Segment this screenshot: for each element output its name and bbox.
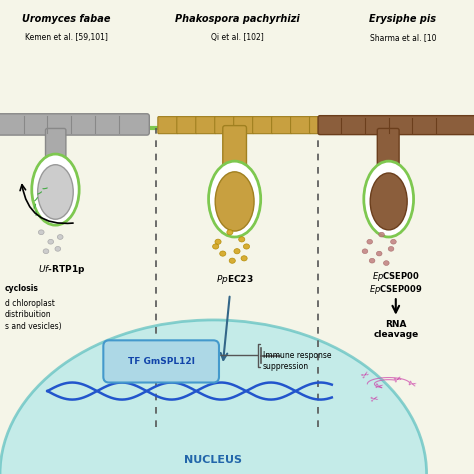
Text: $\it{Uf}$-RTP1p: $\it{Uf}$-RTP1p — [38, 263, 85, 276]
Text: Qi et al. [102]: Qi et al. [102] — [210, 33, 264, 42]
FancyBboxPatch shape — [215, 117, 235, 134]
Ellipse shape — [364, 161, 413, 237]
FancyBboxPatch shape — [328, 117, 348, 134]
Ellipse shape — [376, 251, 382, 256]
Ellipse shape — [220, 251, 226, 256]
Ellipse shape — [57, 235, 63, 239]
Ellipse shape — [32, 154, 79, 225]
Text: ✂: ✂ — [359, 368, 371, 381]
FancyBboxPatch shape — [196, 117, 216, 134]
Text: distribuition: distribuition — [5, 310, 51, 319]
Ellipse shape — [234, 248, 240, 254]
Text: ✂: ✂ — [374, 381, 384, 392]
Text: Sharma et al. [10: Sharma et al. [10 — [370, 33, 436, 42]
Text: Kemen et al. [59,101]: Kemen et al. [59,101] — [25, 33, 108, 42]
Ellipse shape — [362, 249, 368, 254]
Text: ✂: ✂ — [370, 392, 379, 404]
FancyBboxPatch shape — [272, 117, 292, 134]
Ellipse shape — [238, 237, 245, 242]
FancyBboxPatch shape — [291, 117, 310, 134]
Ellipse shape — [215, 239, 221, 245]
Ellipse shape — [370, 173, 407, 230]
Ellipse shape — [391, 239, 396, 244]
Text: s and vesicles): s and vesicles) — [5, 322, 61, 331]
Text: TF GmSPL12I: TF GmSPL12I — [128, 357, 195, 365]
FancyBboxPatch shape — [253, 117, 273, 134]
Ellipse shape — [383, 261, 389, 265]
Text: cyclosis: cyclosis — [5, 284, 38, 293]
Text: Uromyces fabae: Uromyces fabae — [22, 14, 110, 24]
Ellipse shape — [38, 230, 44, 235]
Ellipse shape — [244, 244, 250, 249]
Text: ✂: ✂ — [407, 378, 418, 390]
Text: $\it{Ep}$CSEP009: $\it{Ep}$CSEP009 — [369, 283, 422, 296]
Ellipse shape — [209, 161, 261, 237]
FancyBboxPatch shape — [223, 126, 246, 173]
Text: Phakospora pachyrhizi: Phakospora pachyrhizi — [174, 14, 300, 24]
Ellipse shape — [388, 246, 394, 251]
Text: NUCLEUS: NUCLEUS — [184, 455, 242, 465]
Ellipse shape — [38, 165, 73, 219]
FancyBboxPatch shape — [234, 117, 254, 134]
Text: $\it{Ep}$CSEP00: $\it{Ep}$CSEP00 — [372, 270, 419, 283]
Ellipse shape — [379, 232, 384, 237]
Ellipse shape — [215, 172, 254, 231]
FancyBboxPatch shape — [158, 117, 178, 134]
Ellipse shape — [43, 249, 49, 254]
Ellipse shape — [212, 244, 219, 249]
FancyBboxPatch shape — [318, 116, 474, 135]
FancyBboxPatch shape — [310, 117, 329, 134]
FancyBboxPatch shape — [377, 128, 399, 173]
Ellipse shape — [369, 258, 375, 263]
FancyBboxPatch shape — [0, 114, 149, 135]
Text: RNA
cleavage: RNA cleavage — [373, 320, 419, 339]
Ellipse shape — [367, 239, 373, 244]
Text: d chloroplast: d chloroplast — [5, 299, 55, 308]
FancyBboxPatch shape — [177, 117, 197, 134]
Ellipse shape — [241, 255, 247, 261]
Ellipse shape — [48, 239, 54, 244]
Text: Immune response
suppression: Immune response suppression — [263, 352, 332, 371]
Text: $\it{Pp}$EC23: $\it{Pp}$EC23 — [216, 273, 254, 285]
FancyBboxPatch shape — [103, 340, 219, 383]
Ellipse shape — [55, 246, 61, 251]
Text: Erysiphe pis: Erysiphe pis — [369, 14, 437, 24]
Ellipse shape — [227, 230, 233, 235]
Text: ✂: ✂ — [392, 373, 404, 385]
Ellipse shape — [229, 258, 236, 264]
FancyBboxPatch shape — [46, 128, 66, 168]
Ellipse shape — [0, 320, 427, 474]
